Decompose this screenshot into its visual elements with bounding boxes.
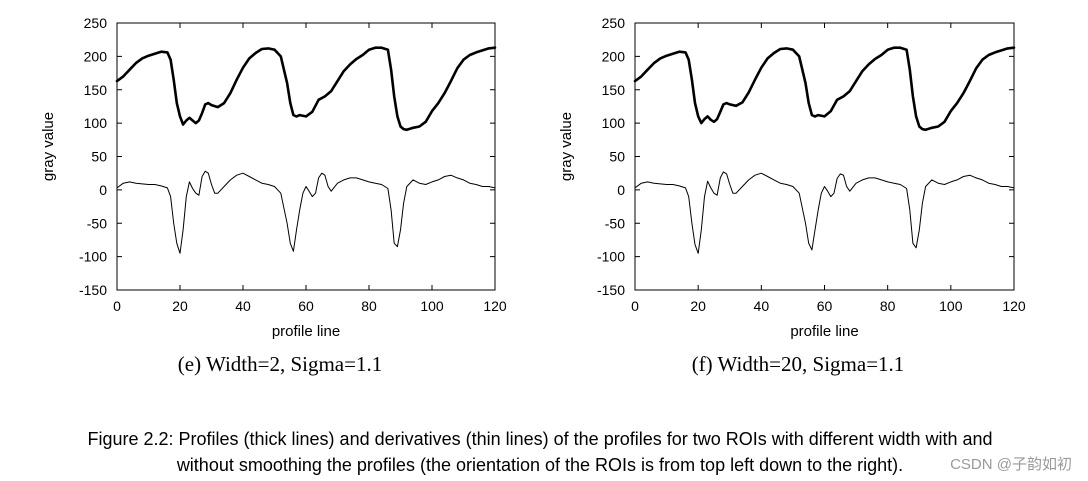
subcaption-f: (f) Width=20, Sigma=1.1: [692, 352, 905, 376]
profile-thick-line: [115, 46, 497, 132]
subcaption-e: (e) Width=2, Sigma=1.1: [178, 352, 382, 376]
x-tick-label: 80: [361, 298, 377, 314]
profile-thick-line: [633, 46, 1016, 132]
x-tick-label: 120: [483, 298, 507, 314]
y-axis-label: gray value: [558, 112, 575, 181]
y-tick-label: 250: [602, 15, 626, 31]
chart-e: 250 200 150 100 50 0 -50 -100 -150 0 20 40 60 80 100 12…: [40, 15, 507, 340]
figure-caption-line-2: without smoothing the profiles (the orie…: [176, 455, 903, 475]
y-tick-label: -150: [79, 282, 107, 298]
y-tick-label: -150: [597, 282, 625, 298]
x-tick-label: 60: [817, 298, 833, 314]
y-tick-label: 150: [84, 82, 108, 98]
x-tick-label: 60: [298, 298, 314, 314]
derivative-thin-line: [116, 170, 496, 254]
derivative-thin-line: [634, 171, 1015, 254]
watermark: CSDN @子韵如初: [950, 456, 1072, 473]
x-tick-label: 80: [880, 298, 896, 314]
x-axis-label: profile line: [790, 323, 858, 340]
x-tick-label: 20: [172, 298, 188, 314]
y-axis-label: gray value: [40, 112, 57, 181]
y-tick-label: -50: [605, 215, 625, 231]
x-tick-label: 20: [690, 298, 706, 314]
x-tick-label: 100: [420, 298, 444, 314]
y-tick-label: -50: [87, 215, 107, 231]
x-tick-label: 0: [113, 298, 121, 314]
plot-frame: [116, 22, 496, 291]
x-tick-label: 100: [939, 298, 963, 314]
y-tick-label: 50: [91, 149, 107, 165]
x-tick-label: 40: [235, 298, 251, 314]
x-tick-label: 120: [1002, 298, 1026, 314]
plot-frame: [634, 22, 1015, 291]
y-tick-label: 150: [602, 82, 626, 98]
chart-f: 250 200 150 100 50 0 -50 -100 -150 0 20 40 60 80 100 12…: [558, 15, 1026, 340]
x-tick-label: 40: [754, 298, 770, 314]
y-tick-label: 250: [84, 15, 108, 31]
y-tick-label: 100: [84, 115, 108, 131]
y-tick-label: 200: [602, 48, 626, 64]
y-tick-label: 50: [609, 149, 625, 165]
y-tick-label: -100: [597, 249, 625, 265]
x-tick-label: 0: [631, 298, 639, 314]
y-tick-label: -100: [79, 249, 107, 265]
x-axis-label: profile line: [272, 323, 340, 340]
y-tick-label: 0: [617, 182, 625, 198]
y-tick-label: 0: [99, 182, 107, 198]
y-tick-label: 100: [602, 115, 626, 131]
y-tick-label: 200: [84, 48, 108, 64]
figure-caption-line-1: Figure 2.2: Profiles (thick lines) and d…: [87, 429, 992, 449]
